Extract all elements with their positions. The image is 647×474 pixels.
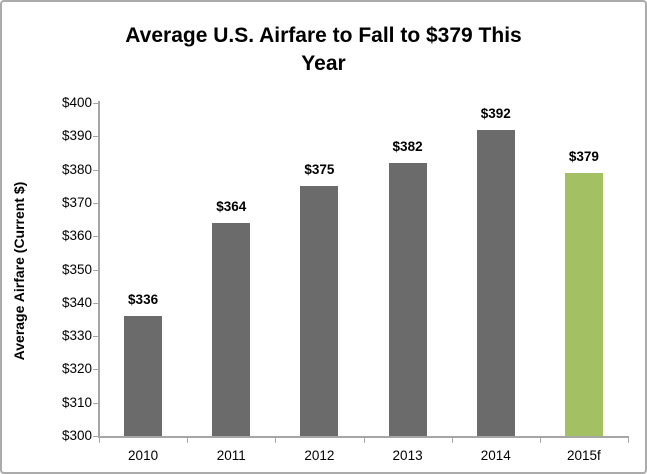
x-tick-mark (99, 438, 100, 443)
data-label-2013: $382 (392, 138, 423, 154)
y-tick-mark (93, 202, 98, 204)
bar-2011 (212, 222, 251, 436)
x-axis-label-2010: 2010 (128, 448, 159, 463)
y-tick-label: $380 (61, 161, 92, 177)
data-label-2010: $336 (128, 292, 159, 308)
bar-2010 (124, 316, 163, 436)
y-tick-mark (93, 103, 98, 104)
y-tick-mark (93, 336, 98, 338)
y-axis-title: Average Airfare (Current $) (11, 181, 27, 361)
x-axis-label-2011: 2011 (216, 448, 246, 463)
y-tick-mark (93, 402, 98, 404)
chart-title: Average U.S. Airfare to Fall to $379 Thi… (2, 22, 645, 78)
y-tick-label: $340 (61, 294, 92, 310)
data-label-2012: $375 (304, 162, 335, 178)
data-label-2011: $364 (216, 198, 247, 214)
x-tick-mark (539, 438, 541, 443)
y-tick-label: $330 (61, 328, 92, 344)
y-tick-mark (93, 236, 98, 238)
y-axis-line (98, 101, 100, 437)
x-tick-mark (187, 438, 189, 443)
x-axis-label-2015f: 2015f (567, 448, 601, 463)
bar-2014 (476, 129, 515, 436)
y-tick-label: $350 (61, 261, 92, 277)
bar-2013 (388, 162, 427, 436)
x-axis-line (98, 436, 629, 438)
x-axis-label-2013: 2013 (392, 448, 423, 463)
chart-title-line-1: Average U.S. Airfare to Fall to $379 Thi… (125, 24, 522, 47)
y-tick-label: $390 (61, 128, 92, 144)
bar-2015f (564, 172, 603, 436)
y-tick-label: $310 (61, 394, 92, 410)
data-label-2014: $392 (480, 105, 511, 121)
x-tick-mark (363, 438, 365, 443)
x-tick-mark (275, 438, 277, 443)
y-tick-mark (93, 136, 98, 138)
chart-title-line-2: Year (301, 52, 346, 75)
y-tick-label: $320 (61, 361, 92, 377)
x-axis-label-2012: 2012 (304, 448, 335, 463)
y-tick-mark (93, 269, 98, 271)
y-tick-mark (93, 436, 98, 437)
y-tick-label: $400 (61, 95, 92, 110)
x-axis-label-2014: 2014 (480, 448, 511, 463)
y-tick-label: $300 (61, 428, 92, 443)
x-tick-mark (628, 438, 629, 443)
y-tick-mark (93, 302, 98, 304)
y-tick-mark (93, 169, 98, 171)
data-label-2015f: $379 (568, 148, 599, 164)
y-tick-mark (93, 369, 98, 371)
bar-2012 (300, 186, 339, 436)
y-tick-label: $370 (61, 194, 92, 210)
x-tick-mark (451, 438, 453, 443)
y-tick-label: $360 (61, 228, 92, 244)
